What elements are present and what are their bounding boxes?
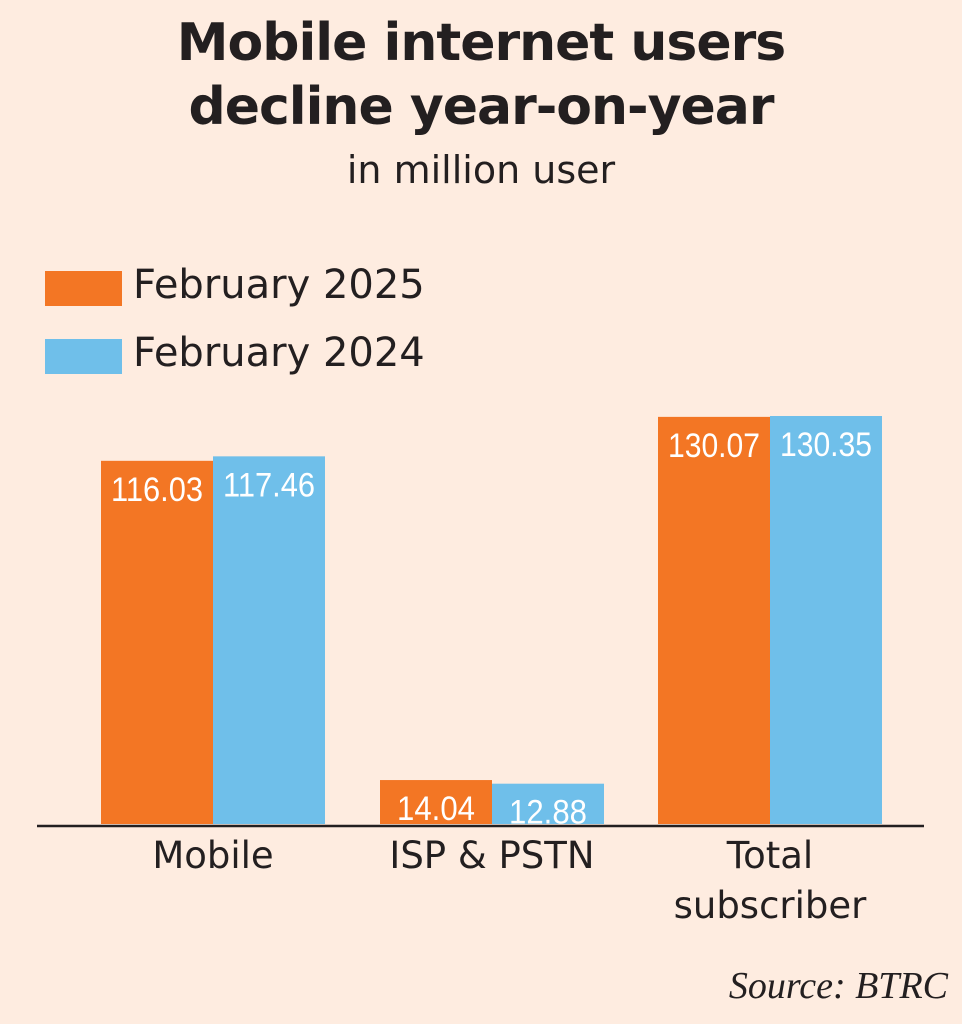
chart-title-line-2: decline year-on-year [188,77,774,137]
bar-total-subscriber-february-2024 [770,416,882,824]
bar-mobile-february-2025 [101,460,213,824]
source-note: Source: BTRC [728,965,948,1007]
chart-subtitle: in million user [346,148,616,192]
data-label-mobile-february-2025: 116.03 [111,471,203,509]
category-label-isp-pstn: ISP & PSTN [389,834,594,877]
bar-isp-pstn-february-2025 [380,780,492,824]
data-label-total-subscriber-february-2025: 130.07 [668,427,760,465]
legend-label-feb-2025: February 2025 [133,262,425,308]
data-label-isp-pstn-february-2025: 14.04 [397,790,475,828]
bar-isp-pstn-february-2024 [492,783,604,824]
legend-label-feb-2024: February 2024 [133,330,425,376]
legend-swatch-feb-2024 [45,339,122,374]
bar-mobile-february-2024 [213,456,325,824]
bar-total-subscriber-february-2025 [658,416,770,824]
legend-swatch-feb-2025 [45,271,122,306]
category-label-total-subscriber-line-2: subscriber [674,884,868,927]
category-label-total-subscriber-line-1: Total [726,834,813,877]
chart-title-line-1: Mobile internet users [176,13,786,73]
data-label-mobile-february-2024: 117.46 [223,466,315,504]
data-label-total-subscriber-february-2024: 130.35 [780,426,872,464]
category-label-mobile: Mobile [152,834,273,877]
